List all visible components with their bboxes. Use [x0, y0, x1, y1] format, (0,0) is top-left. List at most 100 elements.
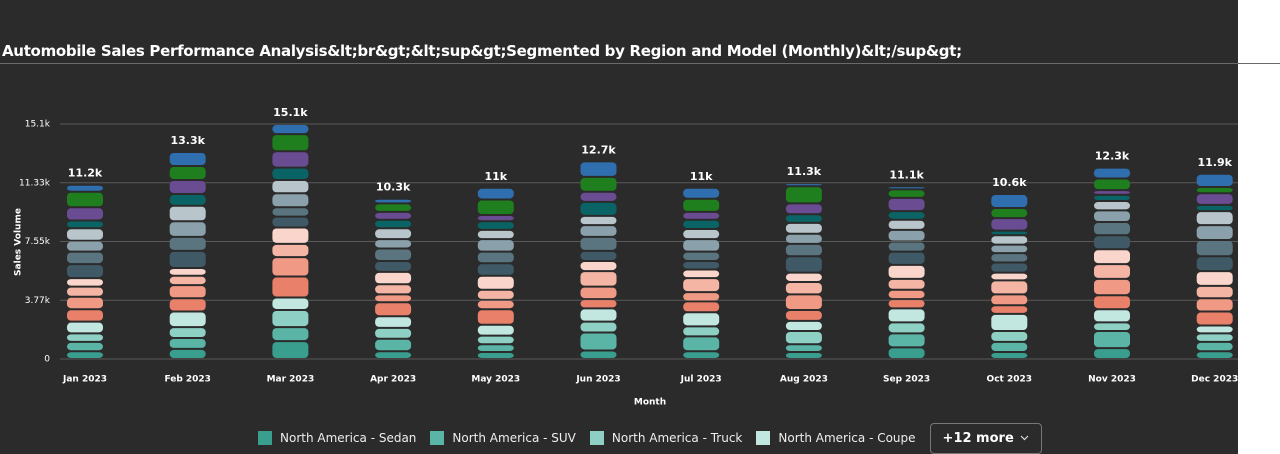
- bar-segment: [888, 300, 925, 308]
- bar-segment: [375, 339, 412, 351]
- bar-segment: [683, 327, 720, 336]
- bar-segment: [683, 188, 720, 198]
- bar-segment: [785, 184, 822, 186]
- bar-segment: [1094, 323, 1130, 330]
- bar-segment: [375, 328, 412, 338]
- legend-item[interactable]: North America - Truck: [589, 431, 742, 445]
- bar-segment: [272, 228, 309, 243]
- bar-segment: [1196, 226, 1233, 239]
- x-tick-label: May 2023: [471, 375, 520, 385]
- bar-segment: [991, 331, 1028, 341]
- bar-segment: [169, 328, 206, 337]
- bar-segment: [785, 257, 822, 272]
- legend-item[interactable]: North America - SUV: [430, 431, 576, 445]
- bar-segment: [477, 252, 514, 263]
- bar-segment: [169, 349, 206, 358]
- bar-segment: [785, 310, 822, 320]
- bar-segment: [477, 222, 514, 229]
- bar-segment: [991, 219, 1028, 230]
- x-tick-label: Feb 2023: [164, 375, 211, 385]
- bar-segment: [1094, 223, 1130, 235]
- bar-segment: [477, 240, 514, 251]
- bar-segment: [683, 240, 720, 251]
- bar-segment: [67, 334, 103, 341]
- bar-segment: [1196, 342, 1233, 351]
- legend-item[interactable]: North America - Coupe: [756, 431, 916, 445]
- bar-segment: [1196, 299, 1233, 311]
- bar-segment: [888, 242, 925, 251]
- bar-segment: [375, 317, 412, 327]
- bar-segment: [683, 220, 720, 229]
- legend-more-label: +12 more: [942, 430, 1014, 446]
- bar-segment: [67, 352, 103, 358]
- bar-segment: [1094, 211, 1130, 222]
- bar-segment: [888, 323, 925, 333]
- bar-segment: [580, 272, 617, 286]
- bar-segment: [375, 199, 412, 203]
- y-axis-label: Sales Volume: [14, 208, 24, 276]
- bar-segment: [375, 303, 412, 316]
- bar-segment: [785, 273, 822, 281]
- bar-segment: [580, 192, 617, 201]
- y-tick-label: 11.33k: [19, 178, 51, 188]
- bar-segment: [785, 244, 822, 256]
- bar-segment: [1196, 334, 1233, 341]
- bar-segment: [272, 208, 309, 216]
- bar-segment: [1196, 286, 1233, 298]
- total-label: 12.3k: [1095, 150, 1130, 163]
- bar-segment: [477, 310, 514, 324]
- bar-segment: [1094, 265, 1130, 278]
- bar-segment: [580, 237, 617, 250]
- bar-segment: [272, 328, 309, 341]
- bar-segment: [785, 282, 822, 294]
- total-label: 10.6k: [992, 176, 1027, 189]
- bar-segment: [67, 252, 103, 264]
- bar-segment: [888, 212, 925, 219]
- chart: Sales Volume Month 0 3.77k 7.55k 11.33k 15.1…: [14, 106, 1238, 408]
- bar-segment: [169, 153, 206, 166]
- bar-segment: [1196, 312, 1233, 325]
- bar-segment: [785, 321, 822, 330]
- bar-segment: [169, 276, 206, 285]
- bar-segment: [991, 245, 1028, 253]
- bar-segment: [67, 192, 103, 207]
- bar-segment: [888, 265, 925, 278]
- x-tick-label: Aug 2023: [780, 375, 828, 385]
- bar-segment: [67, 342, 103, 351]
- chart-title: Automobile Sales Performance Analysis&lt…: [2, 42, 962, 60]
- legend-item[interactable]: North America - Sedan: [258, 431, 416, 445]
- bar-segment: [169, 237, 206, 250]
- bar-segment: [991, 281, 1028, 294]
- bar-segment: [1196, 326, 1233, 333]
- bar-segment: [991, 273, 1028, 280]
- bar-segment: [477, 230, 514, 239]
- bar-segment: [477, 345, 514, 351]
- bar-segment: [580, 300, 617, 308]
- bar-segment: [580, 226, 617, 236]
- bar-segment: [272, 244, 309, 257]
- x-tick-label: Sep 2023: [883, 375, 930, 385]
- bar-segment: [169, 195, 206, 205]
- bar-segment: [580, 162, 617, 176]
- total-label: 11.1k: [889, 168, 924, 181]
- bar-segment: [169, 181, 206, 194]
- bar-segment: [1094, 349, 1130, 358]
- bar-segment: [272, 277, 309, 297]
- bar-segment: [477, 188, 514, 199]
- bar-segment: [683, 252, 720, 260]
- bar-segment: [375, 295, 412, 302]
- bar-segment: [888, 252, 925, 264]
- legend: North America - Sedan North America - SUV…: [258, 422, 1042, 454]
- bar-segment: [683, 279, 720, 292]
- bar-segment: [1094, 310, 1130, 322]
- bar-segment: [683, 212, 720, 219]
- bar-segment: [683, 293, 720, 301]
- bar-segment: [67, 208, 103, 220]
- x-tick-label: Nov 2023: [1088, 375, 1136, 385]
- bar-segment: [169, 286, 206, 298]
- bar-segment: [1196, 257, 1233, 271]
- bar-segment: [1094, 202, 1130, 210]
- x-tick-label: Apr 2023: [370, 375, 416, 385]
- legend-more-button[interactable]: +12 more: [929, 422, 1042, 454]
- legend-label: North America - SUV: [452, 431, 576, 445]
